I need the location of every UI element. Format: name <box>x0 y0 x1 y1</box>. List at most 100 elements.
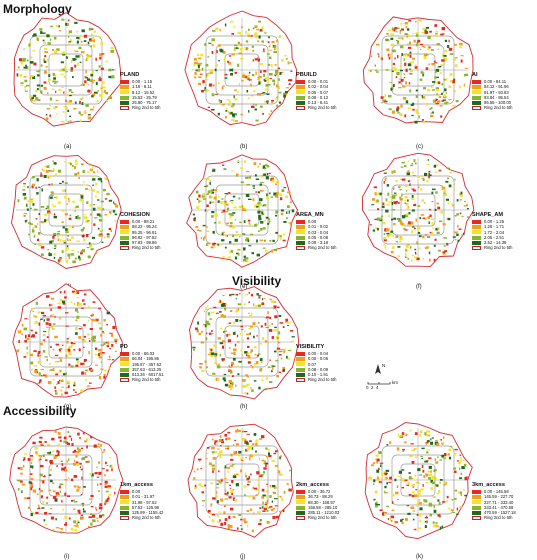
district-map <box>362 16 474 124</box>
green-patch <box>18 329 21 332</box>
green-patch <box>61 386 64 388</box>
green-patch <box>90 436 93 439</box>
green-patch <box>225 211 228 213</box>
green-patch <box>260 181 264 184</box>
green-patch <box>78 448 81 452</box>
green-patch <box>88 367 93 371</box>
green-patch <box>73 529 78 532</box>
green-patch <box>93 223 96 226</box>
green-patch <box>427 88 431 92</box>
green-patch <box>449 172 453 174</box>
green-patch <box>246 33 250 36</box>
green-patch <box>254 353 257 356</box>
green-patch <box>214 222 217 224</box>
green-patch <box>224 505 226 507</box>
green-patch <box>95 347 98 350</box>
green-patch <box>404 479 408 482</box>
green-patch <box>289 469 291 472</box>
green-patch <box>69 94 72 97</box>
green-patch <box>410 164 414 167</box>
green-patch <box>269 77 272 80</box>
green-patch <box>283 348 286 352</box>
green-patch <box>415 33 419 37</box>
green-patch <box>267 78 270 82</box>
green-patch <box>389 81 393 83</box>
green-patch <box>111 359 115 361</box>
green-patch <box>243 220 246 224</box>
green-patch <box>38 232 41 235</box>
green-patch <box>419 43 424 45</box>
green-patch <box>102 331 104 333</box>
green-patch <box>75 364 79 367</box>
green-patch <box>206 305 209 307</box>
green-patch <box>85 76 88 79</box>
green-patch <box>437 514 441 517</box>
green-patch <box>64 182 68 184</box>
district-map <box>184 10 298 126</box>
legend-swatch <box>296 230 305 235</box>
legend-ring-swatch <box>120 106 129 111</box>
green-patch <box>258 35 261 39</box>
green-patch <box>38 350 41 353</box>
green-patch <box>248 28 250 31</box>
green-patch <box>63 161 66 163</box>
green-patch <box>240 113 243 116</box>
green-patch <box>290 201 292 204</box>
legend-ring-swatch <box>120 246 129 251</box>
green-patch <box>84 440 88 443</box>
green-patch <box>265 490 268 493</box>
compass-scale: N 0 2 4 km <box>364 362 404 392</box>
green-patch <box>291 209 295 213</box>
green-patch <box>392 67 396 69</box>
green-patch <box>376 460 379 464</box>
green-patch <box>206 452 209 454</box>
green-patch <box>425 515 428 517</box>
green-patch <box>259 28 263 32</box>
green-patch <box>425 482 429 484</box>
green-patch <box>252 193 254 195</box>
green-patch <box>76 361 80 364</box>
green-patch <box>73 342 76 345</box>
green-patch <box>421 32 425 34</box>
green-patch <box>38 213 40 215</box>
green-patch <box>61 467 65 471</box>
green-patch <box>393 170 396 173</box>
green-patch <box>385 469 390 472</box>
green-patch <box>240 518 243 521</box>
panel-caption: (g) <box>64 404 72 410</box>
legend-class-row: 0.00 - 84.11 <box>472 79 512 84</box>
green-patch <box>36 493 39 496</box>
green-patch <box>224 383 229 387</box>
green-patch <box>212 30 216 32</box>
green-patch <box>27 458 31 461</box>
green-patch <box>416 257 420 261</box>
green-patch <box>206 226 208 228</box>
green-patch <box>35 453 39 456</box>
green-patch <box>258 296 261 299</box>
green-patch <box>275 84 279 88</box>
legend-class-row: 2.52 - 14.39 <box>472 240 512 245</box>
green-patch <box>439 526 442 530</box>
green-patch <box>21 483 26 486</box>
green-patch <box>251 95 253 97</box>
green-patch <box>55 454 59 457</box>
green-patch <box>416 241 418 245</box>
green-patch <box>217 243 219 246</box>
green-patch <box>443 483 446 486</box>
legend-class-label: 0.03 - 0.04 <box>308 229 329 235</box>
legend-swatch <box>296 100 305 105</box>
green-patch <box>290 62 292 64</box>
green-patch <box>389 196 392 199</box>
green-patch <box>283 350 285 354</box>
green-patch <box>282 326 285 328</box>
green-patch <box>270 508 274 511</box>
green-patch <box>40 90 43 94</box>
green-patch <box>47 42 51 45</box>
green-patch <box>266 193 268 197</box>
green-patch <box>56 24 59 28</box>
green-patch <box>73 449 76 453</box>
legend-ring-row: Ring 2nd to 5th <box>120 377 164 382</box>
green-patch <box>33 350 37 352</box>
green-patch <box>258 93 262 96</box>
green-patch <box>403 54 407 57</box>
